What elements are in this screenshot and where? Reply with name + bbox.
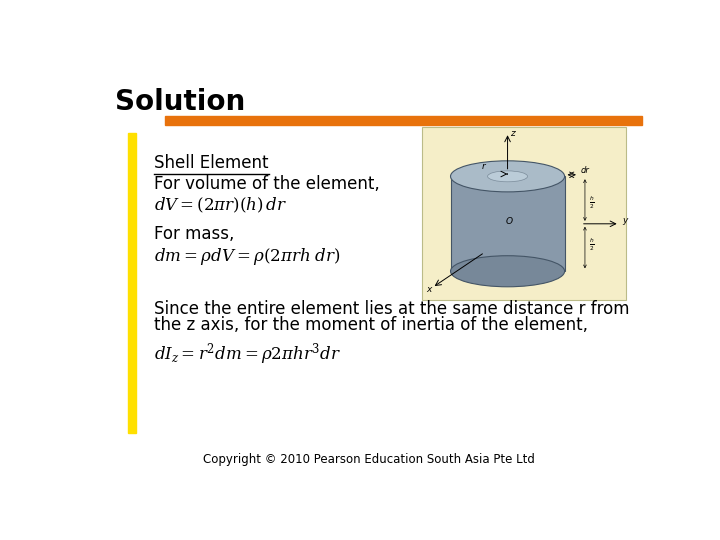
Bar [128,133,136,433]
Text: r: r [482,162,485,171]
Bar [451,177,564,271]
Text: $\frac{h}{2}$: $\frac{h}{2}$ [590,195,595,211]
Text: O: O [505,217,513,226]
Ellipse shape [451,161,564,192]
Text: the z axis, for the moment of inertia of the element,: the z axis, for the moment of inertia of… [154,316,588,334]
Text: $dm = \rho dV = \rho(2\pi r h\ dr)$: $dm = \rho dV = \rho(2\pi r h\ dr)$ [154,246,341,267]
Text: z: z [510,129,515,138]
Ellipse shape [487,171,528,182]
Text: $dV = (2\pi r)(h)\,dr$: $dV = (2\pi r)(h)\,dr$ [154,196,287,215]
Text: For mass,: For mass, [154,225,235,243]
Text: x: x [427,285,432,294]
Text: Shell Element: Shell Element [154,154,269,172]
Ellipse shape [451,256,564,287]
Text: $dI_z = r^2 dm = \rho 2\pi h r^3 dr$: $dI_z = r^2 dm = \rho 2\pi h r^3 dr$ [154,341,341,367]
Text: Solution: Solution [115,87,246,116]
Text: $\frac{h}{2}$: $\frac{h}{2}$ [590,237,595,253]
Text: y: y [622,215,628,225]
Text: Since the entire element lies at the same distance r from: Since the entire element lies at the sam… [154,300,630,318]
Text: Copyright © 2010 Pearson Education South Asia Pte Ltd: Copyright © 2010 Pearson Education South… [203,453,535,466]
Text: dr: dr [581,166,590,175]
Bar [166,116,642,125]
Text: For volume of the element,: For volume of the element, [154,175,380,193]
Bar [422,127,626,300]
